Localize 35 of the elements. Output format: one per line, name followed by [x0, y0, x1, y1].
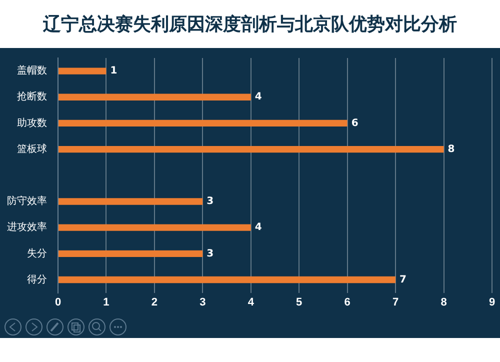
x-tick-label: 7 — [392, 296, 399, 308]
bar — [58, 94, 251, 100]
data-label: 3 — [206, 248, 214, 260]
chart-title: 辽宁总决赛失利原因深度剖析与北京队优势对比分析 — [42, 13, 458, 37]
x-tick-label: 4 — [248, 296, 255, 308]
data-label: 8 — [448, 144, 455, 155]
y-tick-label: 防守效率 — [7, 195, 47, 208]
x-tick-label: 3 — [200, 296, 206, 308]
data-label: 7 — [400, 274, 407, 286]
y-tick-label: 抢断数 — [17, 90, 47, 103]
y-tick-label: 助攻数 — [17, 116, 47, 129]
bar — [58, 198, 203, 205]
bar — [58, 250, 203, 257]
data-label: 4 — [254, 222, 262, 234]
bar — [58, 146, 444, 153]
x-tick-label: 5 — [296, 296, 302, 308]
data-label: 4 — [254, 92, 262, 103]
y-tick-label: 进攻效率 — [7, 221, 47, 234]
y-tick-label: 得分 — [27, 273, 47, 286]
y-tick-label: 篮板球 — [17, 142, 47, 155]
bar — [58, 120, 348, 127]
x-tick-label: 6 — [344, 296, 350, 308]
bar — [58, 224, 251, 231]
y-tick-label: 盖帽数 — [17, 64, 47, 77]
x-tick-label: 9 — [488, 296, 496, 308]
data-label: 1 — [110, 66, 118, 77]
data-label: 3 — [206, 196, 214, 208]
data-label: 6 — [351, 118, 358, 129]
y-tick-label: 失分 — [27, 247, 47, 260]
x-tick-label: 8 — [440, 296, 447, 308]
x-tick-label: 0 — [54, 296, 62, 308]
x-tick-label: 2 — [151, 296, 158, 308]
bar — [58, 276, 396, 284]
bar — [58, 68, 106, 74]
x-tick-label: 1 — [103, 296, 110, 308]
